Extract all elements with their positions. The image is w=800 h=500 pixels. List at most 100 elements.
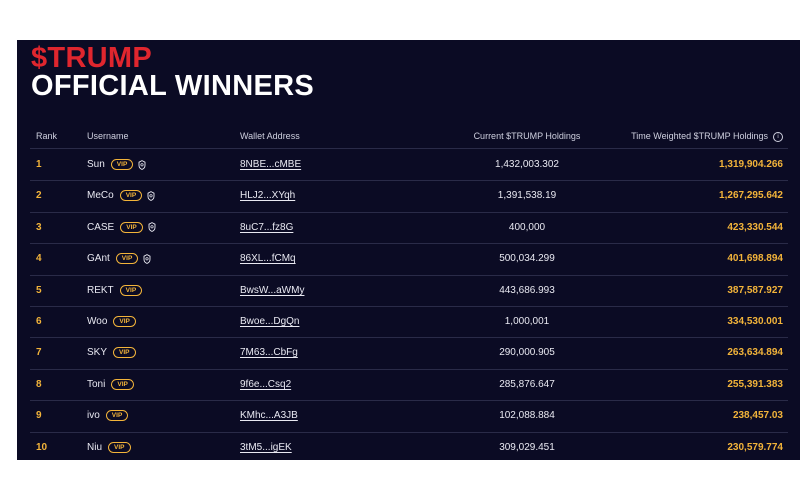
brand-title: $TRUMP: [31, 42, 153, 74]
rank-cell: 9: [36, 410, 42, 422]
username: REKT: [87, 284, 114, 296]
vip-badge: VIP: [113, 347, 136, 359]
header-wallet: Wallet Address: [240, 131, 300, 141]
wallet-address-link[interactable]: KMhc...A3JB: [240, 410, 298, 422]
vip-badge: VIP: [119, 284, 143, 296]
rank-cell: 5: [36, 284, 42, 296]
time-weighted-holdings-cell: 334,530.001: [727, 316, 783, 327]
username-cell: Sun VIP: [87, 159, 146, 170]
table-row[interactable]: 10 Niu VIP 3tM5...igEK 309,029.451 230,5…: [17, 432, 800, 463]
table-row[interactable]: 6 Woo VIP Bwoe...DgQn 1,000,001 334,530.…: [17, 306, 800, 337]
current-holdings-cell: 1,000,001: [504, 316, 550, 327]
table-row[interactable]: 3 CASE VIP 8uC7...fz8G 400,000 423,330.5…: [17, 212, 800, 243]
time-weighted-holdings-cell: 1,267,295.642: [719, 190, 783, 202]
username: Niu: [87, 441, 103, 453]
current-holdings-cell: 290,000.905: [499, 347, 555, 359]
row-divider: [30, 400, 788, 402]
vip-badge: VIP: [108, 441, 131, 453]
table-row[interactable]: 4 GAnt VIP 86XL...fCMq 500,034.299 401,6…: [17, 243, 800, 274]
wallet-address-link[interactable]: 3tM5...igEK: [240, 441, 292, 453]
current-holdings-cell: 309,029.451: [499, 441, 555, 453]
username: Sun: [87, 159, 105, 170]
rank-cell: 2: [36, 190, 42, 202]
username: ivo: [87, 410, 100, 422]
table-row[interactable]: 2 MeCo VIP HLJ2...XYqh 1,391,538.19 1,26…: [17, 180, 800, 211]
wallet-address-link[interactable]: 8uC7...fz8G: [240, 221, 294, 233]
wallet-address-link[interactable]: 8NBE...cMBE: [240, 159, 302, 170]
username-cell: CASE VIP: [87, 221, 156, 233]
wallet-address-link[interactable]: 7M63...CbFg: [240, 347, 298, 359]
vip-badge: VIP: [105, 410, 129, 422]
row-divider: [30, 211, 788, 213]
rank-cell: 8: [36, 378, 42, 390]
row-divider: [30, 368, 788, 370]
time-weighted-holdings-cell: 263,634.894: [727, 347, 783, 359]
row-divider: [30, 337, 788, 339]
username: GAnt: [87, 253, 110, 265]
table-row[interactable]: 5 REKT VIP BwsW...aWMy 443,686.993 387,5…: [17, 275, 800, 306]
username: Woo: [87, 316, 108, 327]
time-weighted-holdings-cell: 423,330.544: [727, 221, 783, 233]
wallet-address-link[interactable]: Bwoe...DgQn: [240, 316, 300, 327]
vip-badge: VIP: [111, 378, 134, 390]
table-row[interactable]: 1 Sun VIP 8NBE...cMBE 1,432,003.302 1,31…: [17, 149, 800, 180]
username: SKY: [87, 347, 108, 359]
row-divider: [30, 306, 788, 307]
current-holdings-cell: 1,432,003.302: [495, 159, 559, 170]
current-holdings-cell: 1,391,538.19: [497, 190, 557, 202]
row-divider: [30, 274, 788, 276]
username-cell: SKY VIP: [87, 347, 136, 359]
vip-badge: VIP: [119, 190, 143, 202]
table-row[interactable]: 7 SKY VIP 7M63...CbFg 290,000.905 263,63…: [17, 337, 800, 368]
wallet-address-link[interactable]: BwsW...aWMy: [240, 284, 305, 296]
header-divider: [30, 148, 788, 149]
header-time-weighted: Time Weighted $TRUMP Holdings i: [631, 131, 783, 142]
table-row[interactable]: 9 ivo VIP KMhc...A3JB 102,088.884 238,45…: [17, 400, 800, 431]
header-rank: Rank: [36, 131, 58, 141]
username-cell: MeCo VIP: [87, 190, 155, 202]
header-username: Username: [87, 131, 129, 141]
verified-badge-icon: [147, 190, 155, 201]
rank-cell: 1: [36, 159, 42, 170]
username: CASE: [87, 221, 115, 233]
time-weighted-holdings-cell: 1,319,904.266: [719, 159, 783, 170]
time-weighted-holdings-cell: 238,457.03: [732, 410, 783, 422]
username-cell: ivo VIP: [87, 410, 129, 422]
time-weighted-holdings-cell: 387,587.927: [727, 284, 783, 296]
current-holdings-cell: 102,088.884: [499, 410, 555, 422]
rank-cell: 4: [36, 253, 42, 265]
verified-badge-icon: [148, 222, 156, 233]
wallet-address-link[interactable]: 86XL...fCMq: [240, 253, 296, 265]
verified-badge-icon: [143, 253, 151, 264]
row-divider: [30, 180, 788, 182]
time-weighted-holdings-cell: 255,391.383: [727, 378, 783, 390]
vip-badge: VIP: [120, 221, 143, 233]
username: Toni: [87, 378, 106, 390]
time-weighted-holdings-cell: 230,579.774: [727, 441, 783, 453]
username-cell: Niu VIP: [87, 441, 131, 453]
verified-badge-icon: [138, 159, 146, 170]
vip-badge: VIP: [115, 253, 139, 265]
rank-cell: 10: [36, 441, 48, 453]
leaderboard-panel: $TRUMP OFFICIAL WINNERS Rank Username Wa…: [17, 40, 800, 460]
username-cell: GAnt VIP: [87, 253, 151, 265]
username-cell: Woo VIP: [87, 316, 136, 327]
rank-cell: 3: [36, 221, 42, 233]
time-weighted-holdings-cell: 401,698.894: [727, 253, 783, 265]
rank-cell: 7: [36, 347, 42, 359]
vip-badge: VIP: [113, 316, 136, 327]
page-title: OFFICIAL WINNERS: [31, 70, 314, 102]
current-holdings-cell: 443,686.993: [499, 284, 555, 296]
rank-cell: 6: [36, 316, 42, 327]
username-cell: Toni VIP: [87, 378, 134, 390]
wallet-address-link[interactable]: 9f6e...Csq2: [240, 378, 292, 390]
username: MeCo: [87, 190, 114, 202]
current-holdings-cell: 500,034.299: [499, 253, 555, 265]
header-current-holdings: Current $TRUMP Holdings: [473, 131, 581, 141]
table-row[interactable]: 8 Toni VIP 9f6e...Csq2 285,876.647 255,3…: [17, 369, 800, 400]
row-divider: [30, 431, 788, 433]
username-cell: REKT VIP: [87, 284, 143, 296]
info-icon[interactable]: i: [773, 131, 783, 142]
current-holdings-cell: 285,876.647: [499, 378, 555, 390]
wallet-address-link[interactable]: HLJ2...XYqh: [240, 190, 296, 202]
